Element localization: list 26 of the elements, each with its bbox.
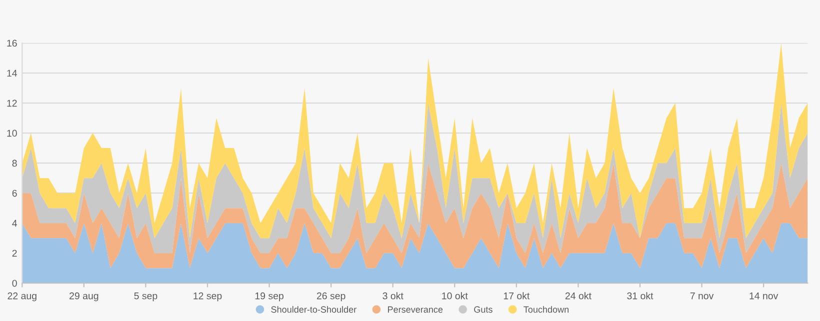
y-tick-label: 14 xyxy=(7,70,17,77)
x-tick-label: 14 nov xyxy=(750,292,778,300)
y-tick-label: 12 xyxy=(7,100,17,107)
legend-label: Touchdown xyxy=(524,306,569,313)
legend-label: Perseverance xyxy=(388,306,443,313)
y-tick-label: 16 xyxy=(7,40,17,47)
x-tick-label: 31 okt xyxy=(627,292,654,300)
x-tick-label: 26 sep xyxy=(316,292,346,302)
x-tick-label: 19 sep xyxy=(255,292,284,302)
y-tick-label: 10 xyxy=(7,130,17,137)
x-tick-label: 12 sep xyxy=(194,292,222,302)
y-tick-label: 8 xyxy=(12,160,17,167)
legend-label: Shoulder-to-Shoulder xyxy=(271,306,356,313)
y-tick-label: 6 xyxy=(12,190,17,197)
y-tick-label: 0 xyxy=(12,280,17,287)
x-tick-label: 24 okt xyxy=(565,292,592,300)
x-tick-label: 29 aug xyxy=(70,292,98,302)
x-tick-label: 5 sep xyxy=(134,292,158,302)
x-tick-label: 17 okt xyxy=(504,292,530,300)
y-tick-label: 4 xyxy=(12,220,17,227)
x-tick-label: 10 okt xyxy=(442,292,468,300)
legend-label: Guts xyxy=(474,306,492,313)
x-tick-label: 7 nov xyxy=(690,292,714,300)
x-tick-label: 3 okt xyxy=(382,292,404,300)
x-tick-label: 22 aug xyxy=(8,292,36,302)
y-tick-label: 2 xyxy=(12,250,17,257)
